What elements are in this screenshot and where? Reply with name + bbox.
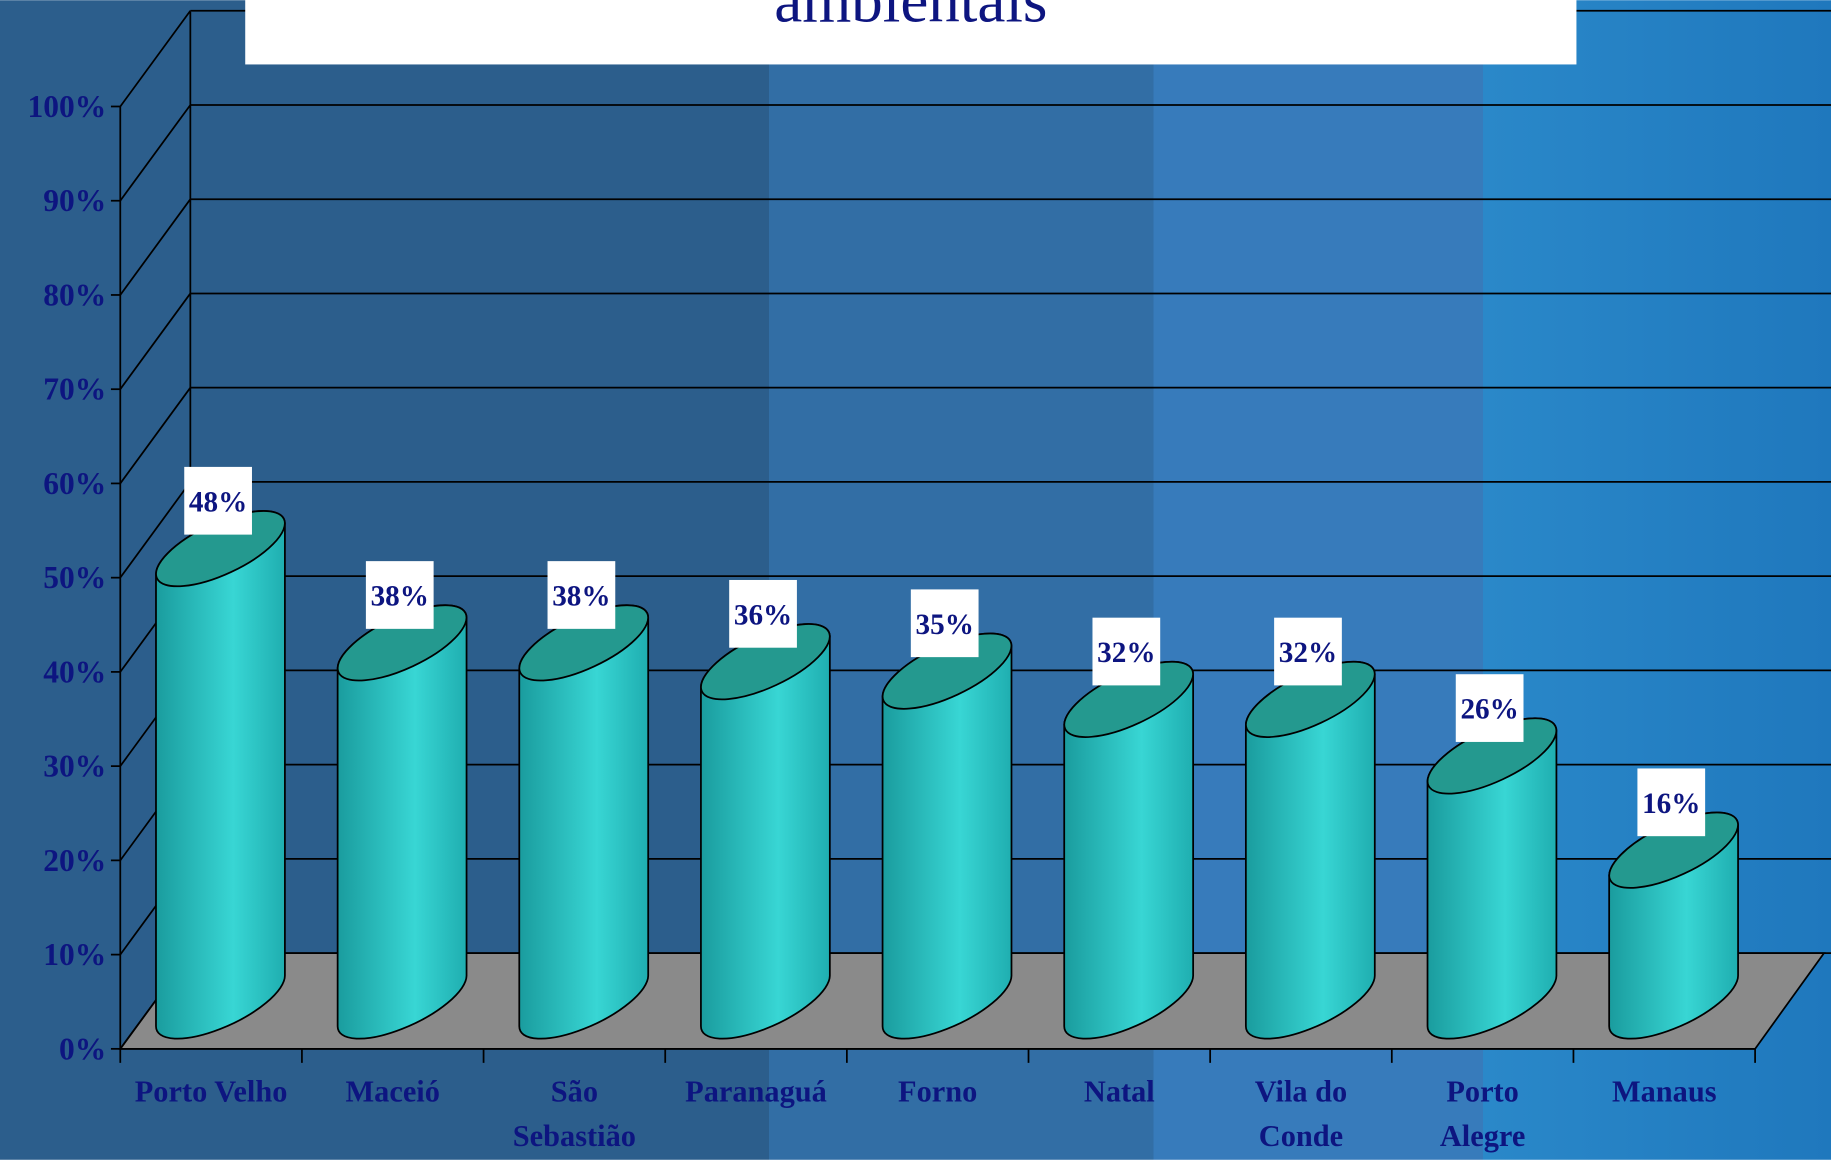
grid-line bbox=[119, 292, 192, 390]
value-label-box bbox=[365, 561, 434, 629]
y-tick-label: 40% bbox=[43, 654, 106, 689]
y-tick-label: 70% bbox=[43, 372, 106, 407]
value-label: 35% bbox=[916, 609, 974, 641]
value-label-box bbox=[1455, 674, 1524, 742]
value-label-box bbox=[910, 589, 979, 658]
value-label: 32% bbox=[1097, 637, 1155, 669]
value-label: 16% bbox=[1642, 788, 1700, 820]
grid-line bbox=[119, 198, 192, 296]
y-tick-label: 10% bbox=[43, 937, 106, 972]
x-tick-label: Forno bbox=[898, 1074, 978, 1109]
y-tick-label: 90% bbox=[43, 183, 106, 218]
value-label: 26% bbox=[1460, 694, 1518, 726]
chart-title: ambientais bbox=[774, 0, 1047, 35]
value-label: 38% bbox=[371, 581, 429, 613]
y-tick-label: 20% bbox=[43, 843, 106, 878]
x-tick-label: Porto Alegre bbox=[1439, 1074, 1526, 1153]
value-label-box bbox=[1637, 768, 1706, 837]
x-label-box: Paranaguá bbox=[685, 1074, 827, 1109]
x-label-box: Manaus bbox=[1611, 1074, 1717, 1109]
value-label: 48% bbox=[189, 486, 247, 518]
x-label-box: Maceió bbox=[345, 1074, 440, 1109]
y-tick-label: 0% bbox=[59, 1031, 106, 1066]
grid-line bbox=[119, 481, 192, 579]
y-tick-label: 60% bbox=[43, 466, 106, 501]
y-tick-label: 80% bbox=[43, 277, 106, 312]
y-tick-label: 50% bbox=[43, 560, 106, 595]
x-tick-label: Paranaguá bbox=[685, 1074, 827, 1109]
value-label: 38% bbox=[552, 581, 610, 613]
x-label-box: Forno bbox=[898, 1074, 978, 1109]
value-label: 32% bbox=[1279, 637, 1337, 669]
x-label-box: Natal bbox=[1083, 1074, 1155, 1109]
x-label-box: São Sebastião bbox=[512, 1074, 636, 1153]
x-tick-label: Porto Velho bbox=[134, 1074, 288, 1109]
value-label-box bbox=[547, 561, 616, 629]
y-tick-label: 30% bbox=[43, 749, 106, 784]
value-label-box bbox=[729, 579, 797, 648]
x-tick-label: Manaus bbox=[1611, 1074, 1717, 1109]
y-tick-label: 100% bbox=[27, 89, 106, 124]
grid-line bbox=[119, 104, 192, 202]
value-label-box bbox=[1092, 617, 1161, 686]
x-tick-label: São Sebastião bbox=[512, 1074, 636, 1153]
value-label-box bbox=[184, 466, 252, 535]
grid-line bbox=[119, 387, 192, 484]
value-label-box bbox=[1274, 617, 1342, 686]
value-label: 36% bbox=[734, 599, 792, 631]
x-tick-label: Maceió bbox=[345, 1074, 440, 1109]
bar bbox=[155, 510, 286, 1040]
title-box bbox=[245, 0, 1577, 65]
x-label-box: Porto Velho bbox=[134, 1074, 288, 1109]
x-tick-label: Vila do Conde bbox=[1254, 1074, 1348, 1153]
x-label-box: Porto Alegre bbox=[1439, 1074, 1526, 1153]
grid-line bbox=[119, 10, 192, 108]
x-label-box: Vila do Conde bbox=[1254, 1074, 1348, 1153]
x-tick-label: Natal bbox=[1083, 1074, 1155, 1109]
